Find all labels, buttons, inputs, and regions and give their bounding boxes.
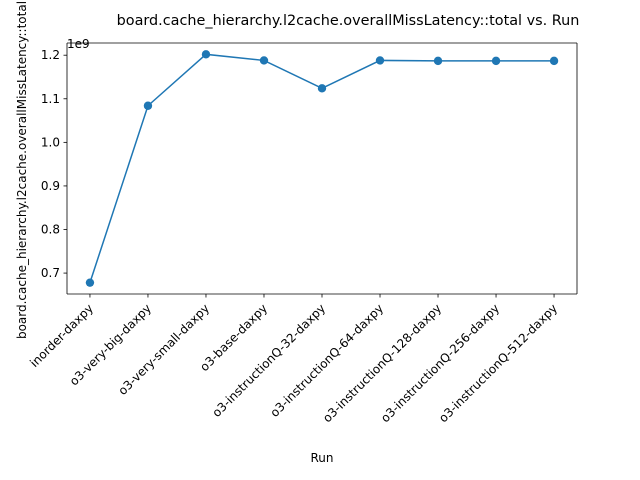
y-tick-label: 0.9 (41, 179, 60, 193)
x-tick-label: o3-instructionQ-32-daxpy (209, 301, 328, 420)
y-offset-label: 1e9 (67, 37, 90, 51)
plot-area: 0.70.80.91.01.11.2inorder-daxpyo3-very-b… (27, 42, 578, 425)
y-tick-label: 1.0 (41, 135, 60, 149)
data-point (143, 101, 153, 110)
y-tick-label: 0.8 (41, 223, 60, 237)
data-point (433, 56, 443, 66)
y-tick-label: 0.7 (41, 266, 60, 280)
chart-title: board.cache_hierarchy.l2cache.overallMis… (117, 13, 580, 29)
data-point (375, 56, 385, 65)
data-point (317, 84, 327, 93)
data-point (549, 56, 559, 66)
data-point (85, 278, 95, 287)
x-tick-label: o3-instructionQ-256-daxpy (378, 301, 502, 425)
x-tick-label: o3-instructionQ-64-daxpy (267, 301, 386, 420)
data-point (201, 50, 211, 59)
y-tick-label: 1.2 (41, 48, 60, 62)
y-tick-label: 1.1 (41, 92, 60, 106)
x-axis-label: Run (310, 451, 333, 465)
x-tick-label: o3-instructionQ-128-daxpy (320, 301, 444, 425)
x-tick-label: o3-instructionQ-512-daxpy (436, 301, 560, 425)
data-point (259, 56, 269, 65)
data-point (491, 56, 501, 66)
y-axis-label: board.cache_hierarchy.l2cache.overallMis… (15, 1, 29, 339)
